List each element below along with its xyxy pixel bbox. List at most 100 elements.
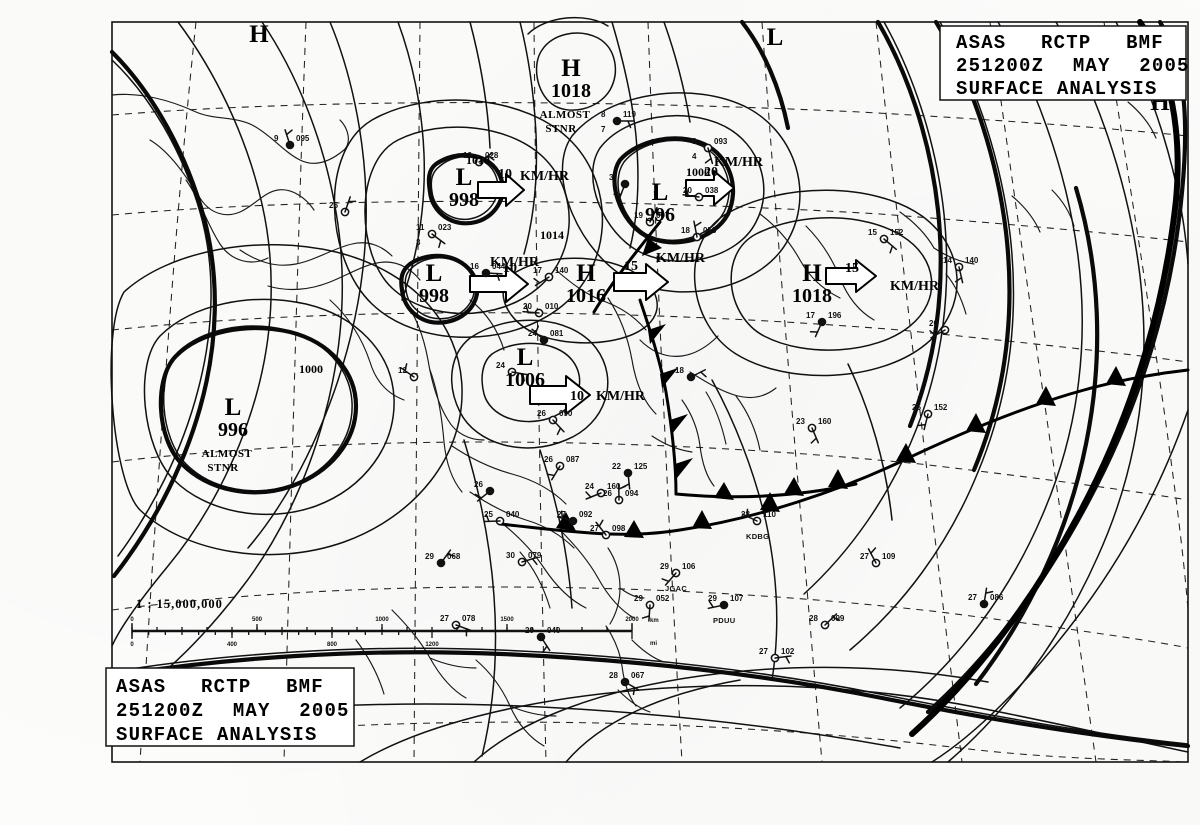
arrow-L998-lower bbox=[469, 265, 529, 303]
pressure-center-symbol: L bbox=[426, 260, 443, 287]
station-pressure: 081 bbox=[550, 329, 564, 338]
station-temperature: 16 bbox=[470, 262, 479, 271]
station-pressure: 067 bbox=[631, 671, 645, 680]
station-plot: 28 110 KDBG bbox=[741, 508, 776, 541]
pressure-center-symbol: H bbox=[802, 260, 822, 287]
wind-barb bbox=[648, 604, 651, 622]
wind-barb bbox=[531, 328, 545, 341]
station-temperature: 24 bbox=[585, 482, 594, 491]
station-dewpoint: 4 bbox=[692, 152, 697, 161]
scale-label-km: 1000 bbox=[375, 617, 389, 623]
wind-barb bbox=[707, 147, 714, 165]
title-analysis-type: SURFACE ANALYSIS bbox=[956, 78, 1158, 100]
scale-label-mi: 800 bbox=[327, 642, 338, 648]
station-plot: 19 028 bbox=[463, 151, 499, 167]
scale-label-km: 2000 bbox=[625, 617, 639, 623]
station-temperature: 9 bbox=[274, 134, 279, 143]
wind-barb bbox=[540, 636, 551, 652]
station-plot: 11 023 3 bbox=[416, 223, 452, 249]
wind-barb-feather bbox=[832, 616, 841, 622]
title-valid-time: 251200Z bbox=[956, 55, 1044, 77]
wind-barb-feather bbox=[474, 493, 483, 499]
wind-barb-feather bbox=[560, 510, 564, 519]
footer-office-code: BMF bbox=[286, 676, 324, 698]
cold-front-center bbox=[638, 298, 693, 496]
station-pressure: 090 bbox=[559, 409, 573, 418]
wind-barb-feather bbox=[661, 578, 670, 583]
station-temperature: 25 bbox=[912, 403, 921, 412]
station-pressure: 140 bbox=[555, 266, 569, 275]
wind-barb bbox=[741, 513, 758, 522]
station-temperature: 27 bbox=[590, 524, 599, 533]
station-temperature: 27 bbox=[759, 647, 768, 656]
wind-barb bbox=[585, 492, 602, 500]
wind-barb-feather bbox=[889, 245, 894, 254]
pressure-center-value: 1016 bbox=[566, 285, 606, 307]
scale-unit-mi: mi bbox=[650, 641, 657, 647]
station-pressure: 068 bbox=[447, 552, 461, 561]
station-pressure: 007 bbox=[656, 211, 670, 220]
pressure-center-value: 996 bbox=[218, 419, 248, 441]
motion-note-line2: STNR bbox=[207, 462, 239, 474]
wind-barb bbox=[824, 613, 838, 626]
station-temperature: 25 bbox=[484, 510, 493, 519]
station-plot: 26 094 bbox=[603, 483, 639, 505]
wind-barb bbox=[476, 490, 491, 502]
station-temperature: 19 bbox=[634, 211, 643, 220]
station-plot: 26 090 bbox=[537, 409, 573, 436]
scale-label-mi: 0 bbox=[130, 642, 134, 648]
station-pressure: 119 bbox=[623, 110, 636, 119]
wind-barb-feather bbox=[404, 363, 408, 372]
wind-barb-feather bbox=[522, 373, 525, 382]
wind-barb-feather bbox=[535, 325, 540, 334]
wind-barb bbox=[664, 572, 677, 586]
footer-year: 2005 bbox=[299, 700, 349, 722]
station-temperature: 8 bbox=[692, 137, 697, 146]
station-temperature: 20 bbox=[523, 302, 532, 311]
station-pressure: 092 bbox=[579, 510, 593, 519]
wind-barb bbox=[618, 183, 626, 200]
wind-barb bbox=[440, 549, 452, 564]
station-temperature: 14 bbox=[943, 256, 952, 265]
title-product-code: ASAS bbox=[956, 32, 1006, 54]
station-temperature: 23 bbox=[796, 417, 805, 426]
pressure-center-symbol-h: H bbox=[249, 21, 269, 48]
cold-front-southern bbox=[498, 366, 1190, 538]
scale-unit-km: km bbox=[650, 618, 659, 624]
station-temperature: 11 bbox=[416, 223, 425, 232]
station-pressure: 052 bbox=[656, 594, 670, 603]
station-temperature: 19 bbox=[463, 151, 472, 160]
wind-barb-feather bbox=[785, 655, 790, 664]
station-pressure: 140 bbox=[965, 256, 979, 265]
motion-unit-kmhr: KM/HR bbox=[490, 255, 540, 270]
wind-barb bbox=[627, 472, 631, 490]
wind-barb-feather bbox=[700, 371, 707, 378]
motion-unit-kmhr: KM/HR bbox=[656, 251, 706, 266]
wind-barb-feather bbox=[870, 547, 877, 555]
wind-barb bbox=[556, 516, 574, 522]
wind-barb-feather bbox=[485, 514, 490, 523]
motion-note-line2: STNR bbox=[545, 123, 577, 135]
station-dewpoint: 7 bbox=[601, 125, 606, 134]
wind-barb-feather bbox=[496, 272, 500, 281]
station-temperature: 3 bbox=[609, 173, 614, 182]
station-plot: 27 092 bbox=[556, 510, 593, 526]
station-plot: 25 152 bbox=[912, 403, 948, 431]
station-pressure: 102 bbox=[781, 647, 795, 656]
wind-barb bbox=[983, 587, 988, 605]
station-temperature: 25 bbox=[329, 201, 338, 210]
pressure-center-symbol: H bbox=[561, 55, 581, 82]
station-pressure: 109 bbox=[882, 552, 896, 561]
motion-speed-H1018: 15 bbox=[845, 261, 859, 276]
station-plot: 18 053 bbox=[681, 220, 717, 242]
isobar-value-label: 1000 bbox=[299, 362, 323, 376]
